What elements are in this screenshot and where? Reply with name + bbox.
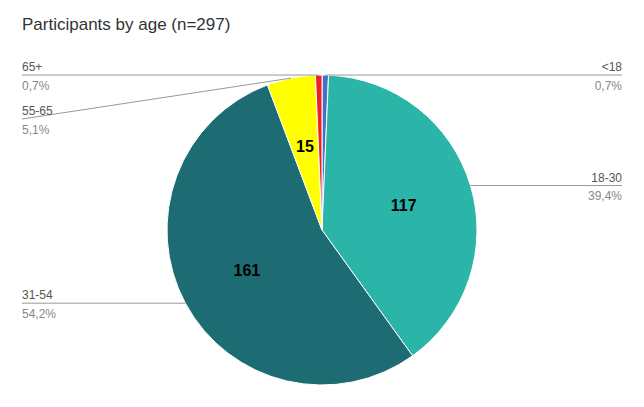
annotation-share: 0,7%: [595, 79, 623, 93]
slice: [267, 75, 322, 230]
annotation-share: 0,7%: [22, 79, 50, 93]
value-label: 161: [234, 262, 261, 279]
annotation-label: 31-54: [22, 288, 53, 302]
leader-line: [325, 75, 622, 76]
annotation-share: 5,1%: [22, 123, 50, 137]
value-label: 15: [296, 138, 314, 155]
pie: 117 161 15: [167, 75, 477, 385]
annotation-label: 18-30: [591, 171, 622, 185]
title: Participants by age (n=297): [22, 15, 230, 34]
leader-line: [22, 78, 291, 119]
leader-line: [470, 185, 622, 186]
chart: Participants by age (n=297) 117 161 15 <18 0,…: [0, 0, 644, 407]
annotation-share: 54,2%: [22, 307, 56, 321]
annotation-share: 39,4%: [588, 189, 622, 203]
leader-line: [22, 75, 319, 76]
annotation-label: 65+: [22, 60, 42, 74]
annotation-label: 55-65: [22, 104, 53, 118]
value-label: 117: [391, 197, 417, 214]
annotations: <18 0,7% 18-30 39,4% 31-54 54,2% 55-65 5,1% 65+ 0…: [22, 60, 622, 321]
annotation-label: <18: [602, 60, 623, 74]
leader-line: [22, 303, 185, 304]
slice: [315, 75, 322, 230]
